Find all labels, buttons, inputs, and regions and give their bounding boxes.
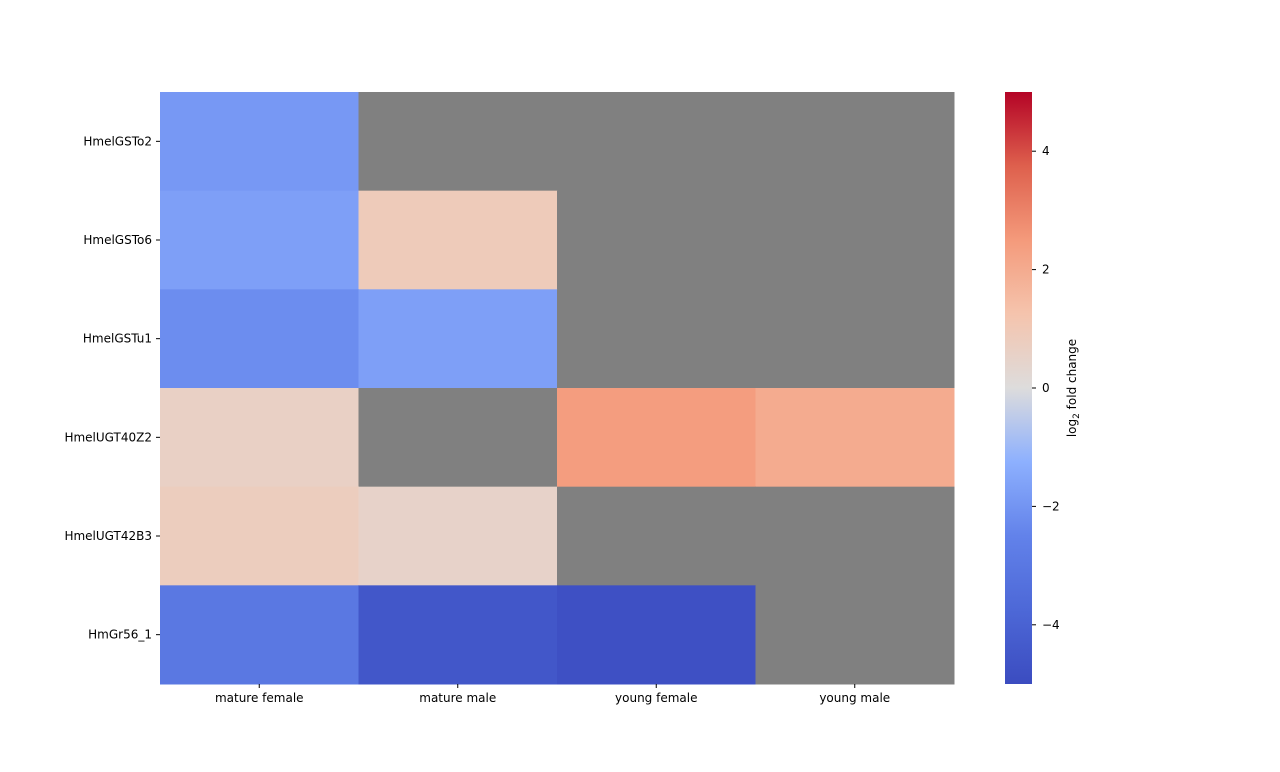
row-label: HmGr56_1 [88,628,152,642]
heatmap-cell [358,92,558,192]
heatmap-cell [755,585,955,685]
heatmap-cell [557,388,756,488]
row-label: HmelGSTo2 [83,134,152,148]
row-label: HmelGSTu1 [83,332,152,346]
colorbar-label-prefix: log [1065,419,1079,437]
colorbar-tick-label: 4 [1042,144,1050,158]
heatmap-cell [358,486,558,586]
row-labels: HmelGSTo2 HmelGSTo6 HmelGSTu1 HmelUGT40Z2 Hm… [64,134,160,642]
colorbar-label: log2 fold change [1065,339,1082,437]
colorbar-gradient [1005,92,1032,684]
heatmap-cell [358,388,558,488]
heatmap-cell [557,585,756,685]
heatmap-cell [755,190,955,290]
heatmap-cells [160,92,955,685]
column-label: young male [819,691,890,705]
colorbar-tick-label: −2 [1042,499,1060,513]
column-label: young female [615,691,697,705]
colorbar-label-subscript: 2 [1072,413,1082,419]
heatmap-cell [358,289,558,389]
colorbar-tick-label: 0 [1042,381,1050,395]
heatmap-cell [755,92,955,192]
heatmap-cell [557,486,756,586]
heatmap-cell [160,486,359,586]
column-label: mature female [215,691,304,705]
colorbar-tick-label: −4 [1042,618,1060,632]
heatmap-cell [755,486,955,586]
heatmap-cell [160,585,359,685]
heatmap-cell [160,388,359,488]
row-label: HmelUGT42B3 [64,529,152,543]
heatmap-cell [755,289,955,389]
row-label: HmelGSTo6 [83,233,152,247]
colorbar-tick-label: 2 [1042,263,1050,277]
heatmap-cell [160,289,359,389]
heatmap-cell [557,289,756,389]
heatmap-cell [755,388,955,488]
row-label: HmelUGT40Z2 [64,430,152,444]
heatmap-cell [358,585,558,685]
column-label: mature male [419,691,496,705]
heatmap-cell [557,92,756,192]
column-labels: mature female mature male young female youn… [215,684,890,705]
colorbar-label-suffix: fold change [1065,339,1079,413]
heatmap-cell [160,92,359,192]
heatmap-cell [160,190,359,290]
heatmap-cell [557,190,756,290]
heatmap-cell [358,190,558,290]
